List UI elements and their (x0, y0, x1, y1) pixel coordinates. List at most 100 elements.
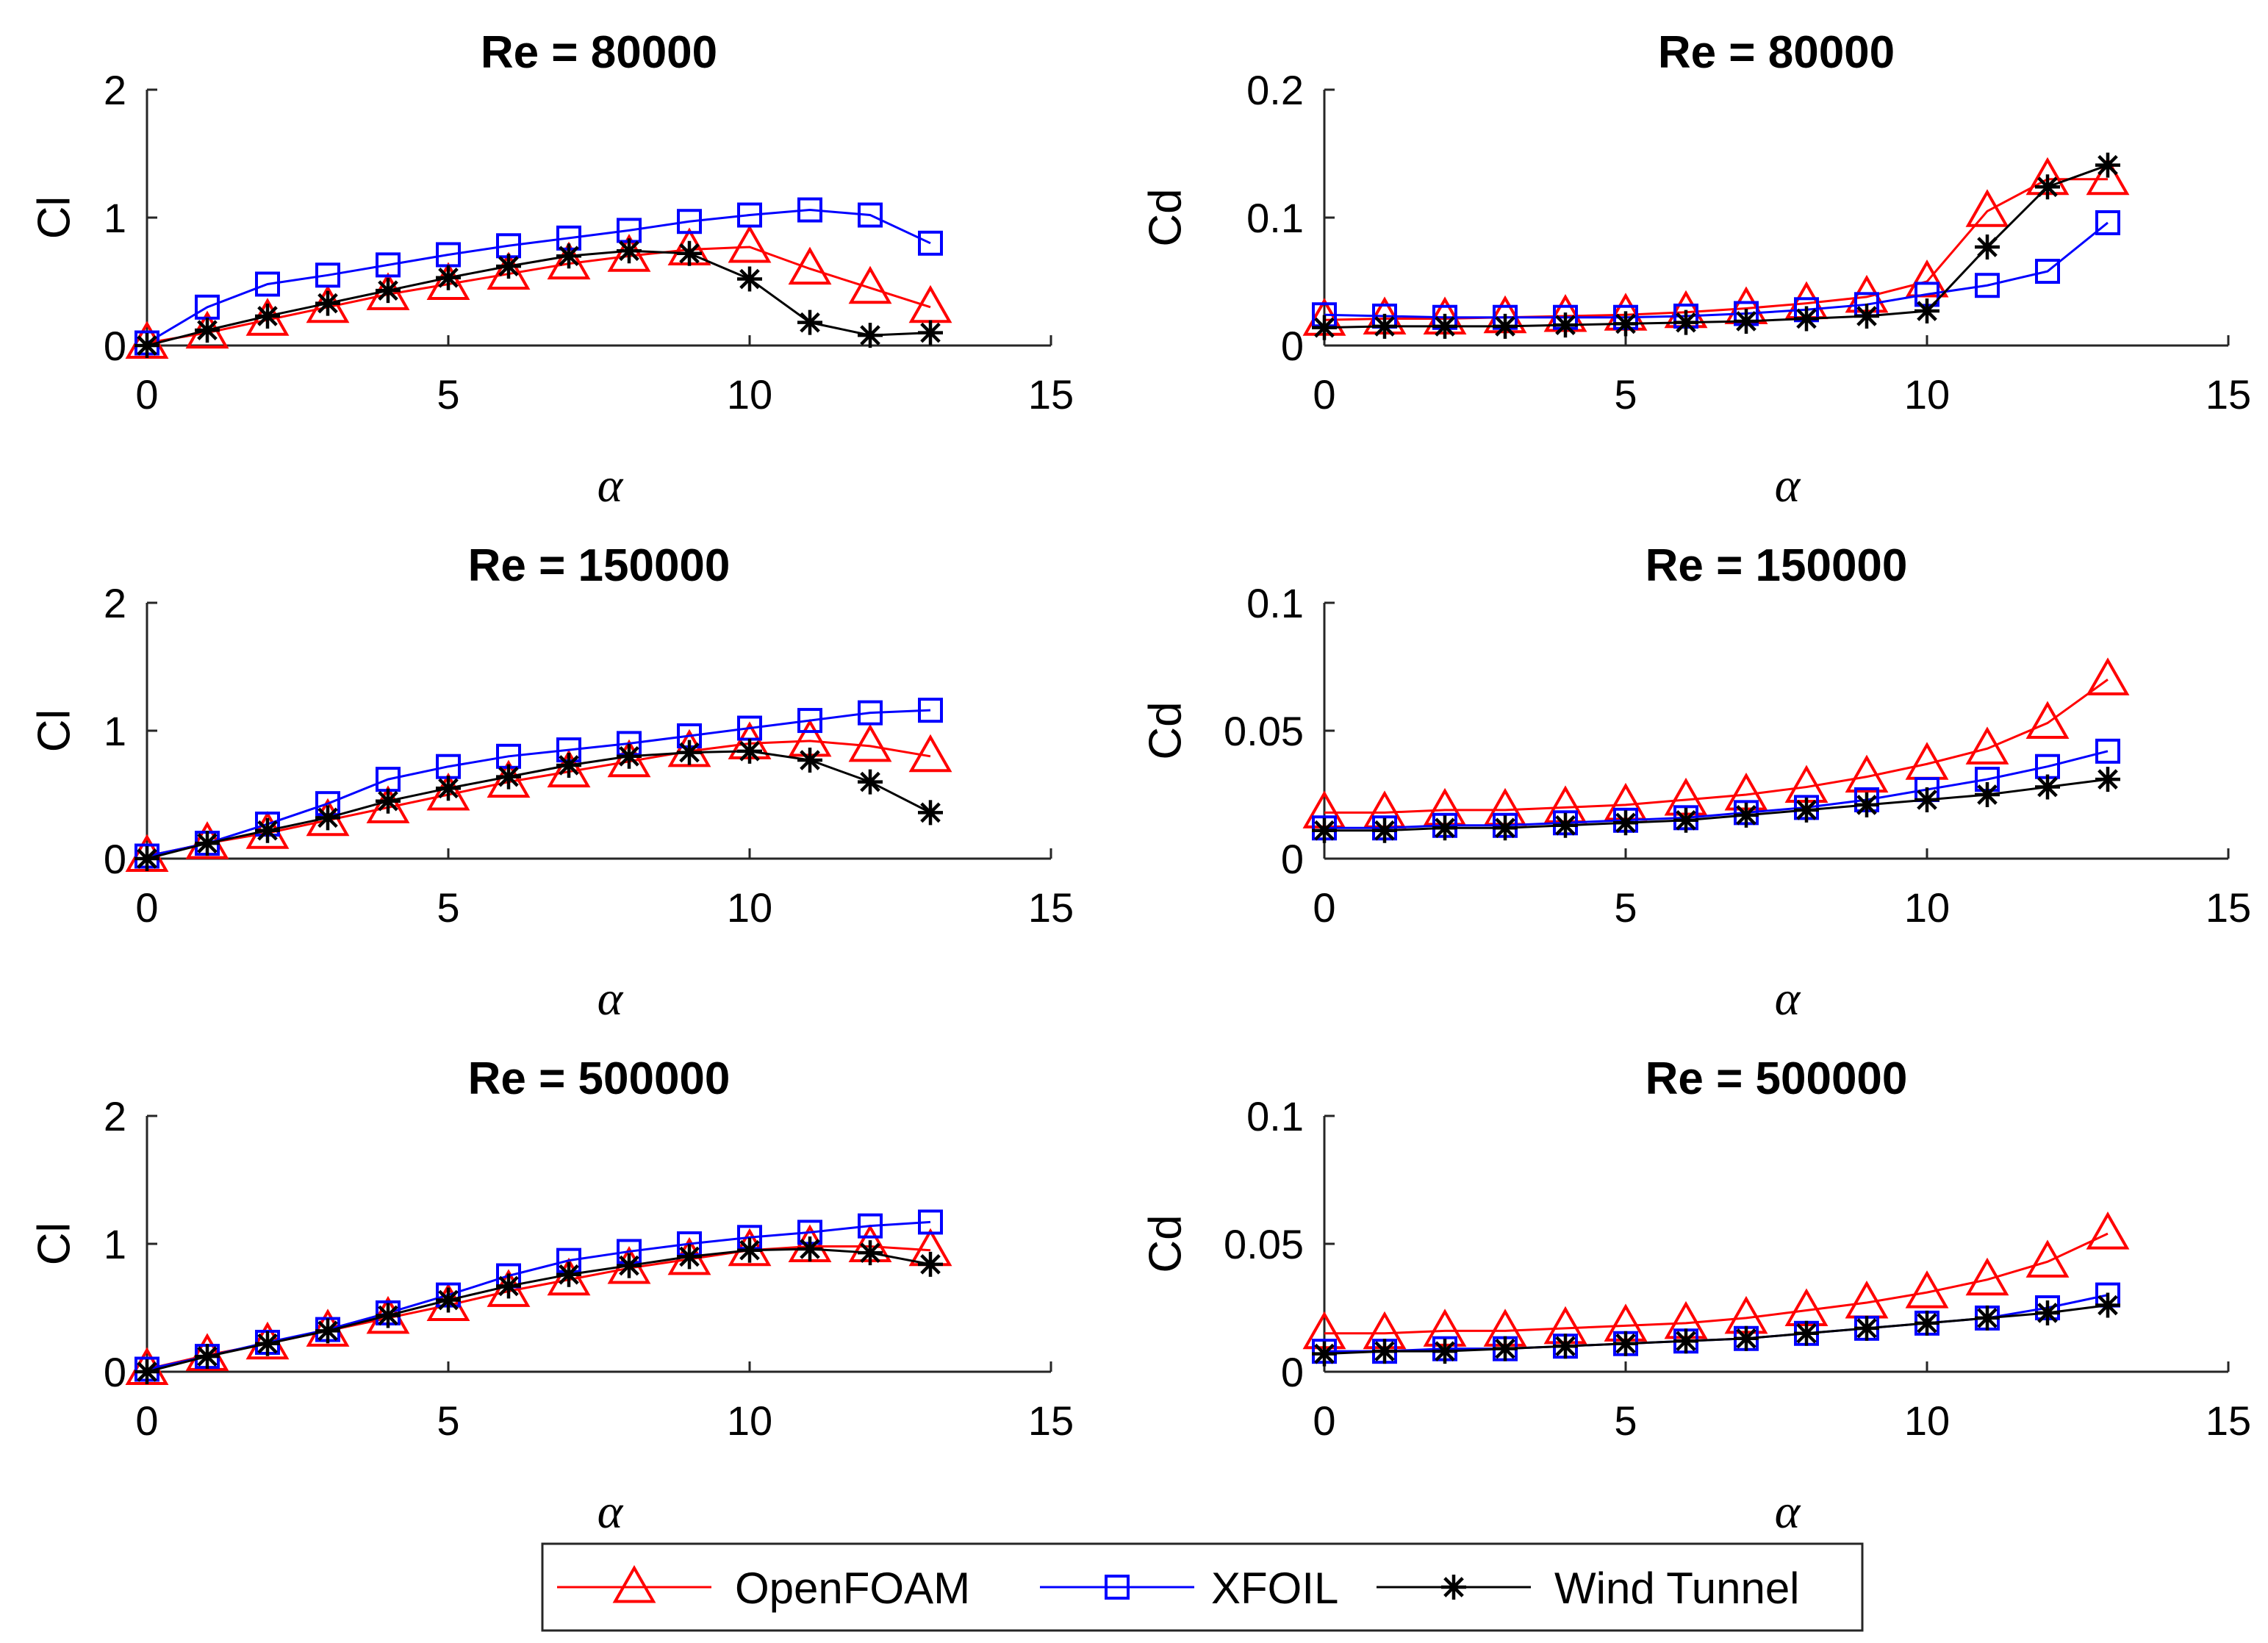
series-point-12 (858, 769, 883, 795)
series-point-13 (918, 800, 943, 826)
series-point-9 (677, 740, 702, 765)
series-xfoil (134, 1209, 943, 1382)
series-point-13 (2086, 1211, 2130, 1250)
series-point-2 (1432, 1339, 1457, 1364)
x-tick-label: 10 (727, 371, 772, 418)
series-point-6 (496, 764, 521, 790)
series-point-1 (195, 318, 220, 343)
series-point-7 (556, 752, 581, 778)
legend-entry-wind-tunnel: Wind Tunnel (1377, 1564, 1800, 1613)
series-point-13 (2095, 767, 2120, 792)
x-tick-label: 5 (1614, 1397, 1637, 1444)
subplot-6: 0 5 10 15 0 0.05 0.1 Re = 500000 Cd α (1140, 1053, 2251, 1539)
series-point-13 (2086, 157, 2130, 196)
series-point-5 (1613, 1331, 1638, 1356)
series-point-4 (1553, 1334, 1578, 1359)
y-tick-label: 1 (104, 1221, 126, 1267)
x-axis-label: α (597, 972, 624, 1025)
subplot-4: 0 5 10 15 0 0.05 0.1 Re = 150000 Cd α (1140, 540, 2251, 1025)
y-tick-label: 2 (104, 1093, 126, 1139)
x-tick-label: 5 (437, 884, 459, 931)
y-axis-label: Cl (29, 709, 79, 753)
legend-box (541, 1542, 1864, 1632)
series-point-0 (1312, 1341, 1337, 1367)
y-tick-label: 0 (104, 1349, 126, 1395)
series-point-2 (1432, 313, 1457, 339)
series-point-9 (677, 209, 702, 235)
x-tick-label: 10 (1904, 1397, 1950, 1444)
series-point-12 (858, 202, 883, 228)
series-point-12 (858, 700, 883, 726)
legend-label: XFOIL (1211, 1564, 1338, 1613)
x-tick-label: 15 (1028, 884, 1074, 931)
series-point-11 (788, 246, 832, 285)
series-point-7 (547, 749, 591, 788)
x-tick-label: 5 (1614, 884, 1637, 931)
series-point-4 (376, 1303, 401, 1328)
y-tick-label: 0 (104, 836, 126, 882)
series-point-4 (1553, 812, 1578, 838)
series-point-3 (1493, 313, 1518, 339)
series-point-6 (496, 254, 521, 279)
series-point-7 (1734, 1325, 1759, 1351)
series-point-13 (2086, 657, 2130, 695)
series-point-11 (797, 309, 822, 335)
y-axis-label: Cd (1140, 701, 1191, 759)
series-point-7 (1734, 308, 1759, 334)
series-point-1 (1372, 1339, 1397, 1364)
series-point-7 (547, 241, 591, 280)
series-point-10 (737, 738, 762, 764)
y-tick-label: 0.05 (1224, 1221, 1304, 1267)
series-point-10 (737, 202, 762, 228)
series-point-12 (848, 723, 892, 762)
legend-entry-xfoil: XFOIL (1040, 1564, 1338, 1613)
series-point-8 (607, 234, 651, 272)
x-tick-label: 5 (1614, 371, 1637, 418)
series-point-2 (255, 271, 280, 297)
series-point-10 (1914, 787, 1939, 812)
series-point-7 (556, 243, 581, 269)
series-point-2 (255, 817, 280, 843)
y-tick-label: 0 (1281, 1349, 1304, 1395)
series-point-3 (1493, 1336, 1518, 1361)
series-wind-tunnel (134, 238, 943, 358)
series-point-8 (1794, 306, 1819, 332)
series-point-8 (1794, 797, 1819, 823)
subplot-2: 0 5 10 15 0 0.1 0.2 Re = 80000 Cd α (1140, 27, 2251, 512)
series-point-3 (315, 1318, 340, 1344)
series-line (146, 249, 931, 347)
series-point-11 (1975, 1305, 2000, 1331)
series-point-5 (436, 265, 461, 290)
x-axis-label: α (1775, 459, 1801, 512)
series-point-12 (858, 323, 883, 348)
y-axis-label: Cd (1140, 1214, 1191, 1272)
series-point-13 (2095, 152, 2120, 178)
x-tick-label: 0 (1313, 371, 1335, 418)
series-point-11 (1965, 189, 2009, 227)
series-point-13 (918, 1209, 943, 1235)
series-point-3 (315, 262, 340, 288)
x-axis-label: α (1775, 1485, 1801, 1539)
subplot-title: Re = 80000 (481, 27, 717, 78)
subplot-title: Re = 500000 (1646, 1053, 1908, 1104)
series-point-3 (1493, 815, 1518, 841)
series-point-9 (1854, 303, 1879, 329)
series-point-6 (1673, 1328, 1698, 1354)
series-point-12 (2035, 774, 2060, 800)
x-tick-label: 10 (1904, 884, 1950, 931)
series-point-4 (376, 788, 401, 814)
series-wind-tunnel (1312, 152, 2120, 340)
series-point-5 (1613, 311, 1638, 337)
series-point-9 (667, 729, 711, 767)
series-wind-tunnel (1312, 1292, 2120, 1367)
legend-label: OpenFOAM (735, 1564, 970, 1613)
y-tick-label: 1 (104, 195, 126, 241)
series-point-11 (797, 748, 822, 773)
series-point-12 (858, 1240, 883, 1266)
x-tick-label: 0 (135, 371, 158, 418)
series-point-10 (728, 224, 772, 263)
subplot-title: Re = 500000 (468, 1053, 731, 1104)
series-point-1 (1372, 817, 1397, 843)
series-point-4 (366, 785, 410, 823)
legend-entry-openfoam: OpenFOAM (557, 1564, 970, 1613)
